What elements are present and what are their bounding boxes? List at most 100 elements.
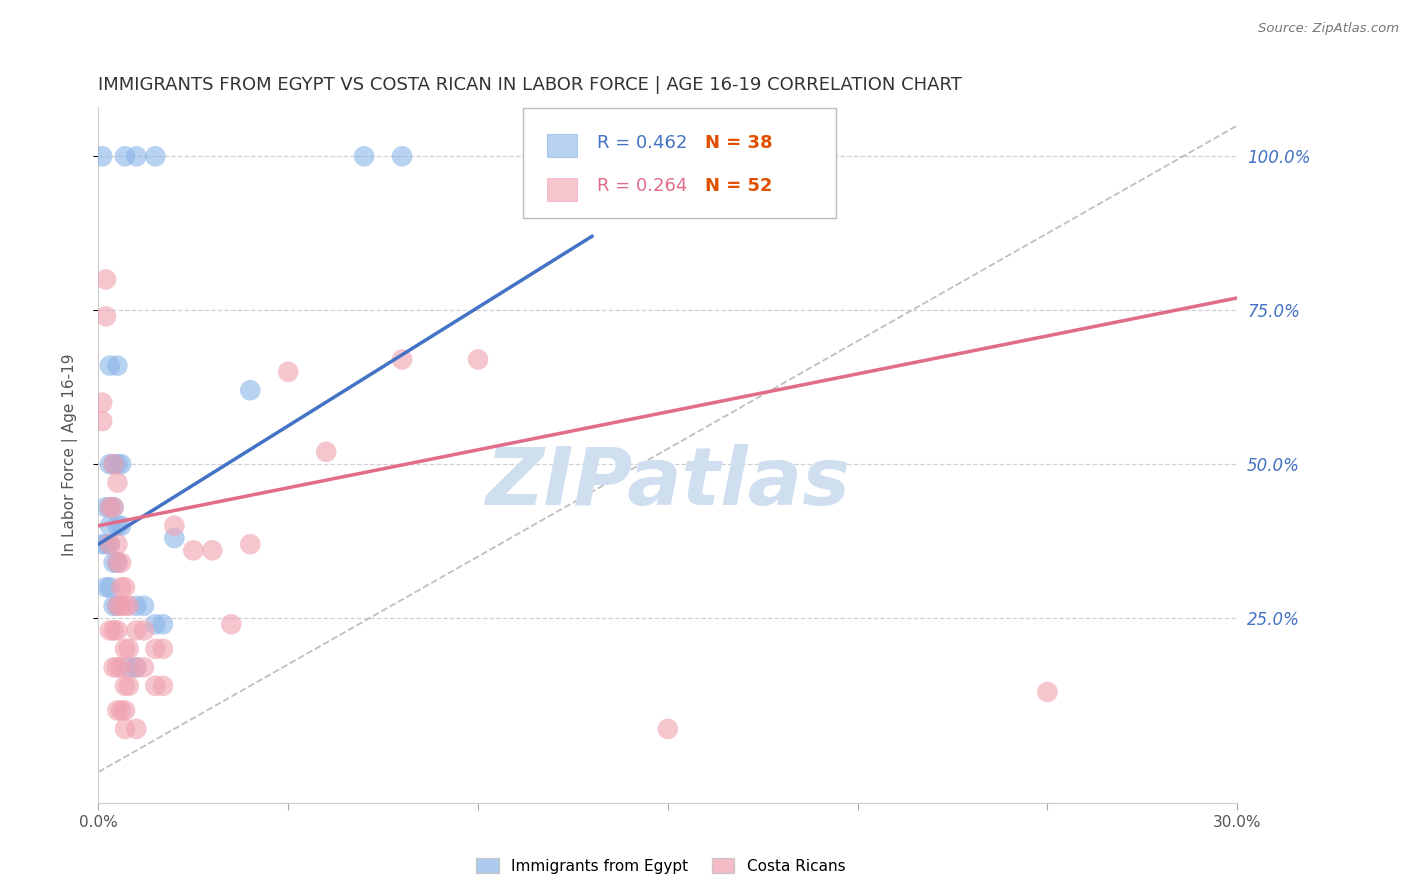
Point <box>98 537 121 551</box>
Point <box>103 500 125 515</box>
Text: R = 0.264: R = 0.264 <box>598 177 688 195</box>
Point <box>145 641 167 656</box>
Point <box>91 395 114 409</box>
Point <box>98 500 121 515</box>
Point <box>125 660 148 674</box>
Legend: Immigrants from Egypt, Costa Ricans: Immigrants from Egypt, Costa Ricans <box>470 852 852 880</box>
Point <box>315 445 337 459</box>
Point <box>98 359 121 373</box>
Point <box>94 500 117 515</box>
Point <box>353 149 375 163</box>
Point <box>103 457 125 471</box>
Point <box>107 624 129 638</box>
Point <box>183 543 205 558</box>
Point <box>107 660 129 674</box>
Point <box>163 518 186 533</box>
Point <box>103 660 125 674</box>
Point <box>107 457 129 471</box>
Point <box>132 660 155 674</box>
Point <box>98 518 121 533</box>
Point <box>103 500 125 515</box>
Text: ZIPatlas: ZIPatlas <box>485 443 851 522</box>
Point <box>118 679 141 693</box>
Point <box>125 149 148 163</box>
Point <box>132 624 155 638</box>
Point <box>98 500 121 515</box>
Text: Source: ZipAtlas.com: Source: ZipAtlas.com <box>1258 22 1399 36</box>
Point <box>98 537 121 551</box>
FancyBboxPatch shape <box>523 109 837 219</box>
Point <box>110 556 132 570</box>
Text: R = 0.462: R = 0.462 <box>598 134 688 152</box>
Point <box>114 679 136 693</box>
FancyBboxPatch shape <box>547 134 576 157</box>
Point <box>125 660 148 674</box>
Point <box>114 149 136 163</box>
Point <box>145 149 167 163</box>
Point <box>110 660 132 674</box>
Point <box>118 641 141 656</box>
Point <box>110 703 132 717</box>
Point <box>163 531 186 545</box>
Point <box>152 679 174 693</box>
Point <box>391 149 413 163</box>
Point <box>145 617 167 632</box>
Point <box>152 617 174 632</box>
Point <box>110 599 132 613</box>
Point <box>110 580 132 594</box>
Point <box>145 679 167 693</box>
Point <box>107 537 129 551</box>
Point <box>239 384 262 398</box>
Point <box>118 660 141 674</box>
Point <box>114 722 136 736</box>
Point <box>277 365 299 379</box>
Point <box>103 624 125 638</box>
Point <box>110 457 132 471</box>
FancyBboxPatch shape <box>547 178 576 201</box>
Point <box>91 537 114 551</box>
Y-axis label: In Labor Force | Age 16-19: In Labor Force | Age 16-19 <box>62 353 77 557</box>
Point <box>98 580 121 594</box>
Point <box>103 556 125 570</box>
Point <box>467 352 489 367</box>
Point <box>94 537 117 551</box>
Point <box>695 149 717 163</box>
Point <box>657 722 679 736</box>
Point <box>107 359 129 373</box>
Point <box>391 352 413 367</box>
Point <box>118 599 141 613</box>
Point <box>91 149 114 163</box>
Point <box>103 457 125 471</box>
Point <box>107 599 129 613</box>
Point <box>91 414 114 428</box>
Point <box>201 543 224 558</box>
Text: IMMIGRANTS FROM EGYPT VS COSTA RICAN IN LABOR FORCE | AGE 16-19 CORRELATION CHAR: IMMIGRANTS FROM EGYPT VS COSTA RICAN IN … <box>98 77 962 95</box>
Point <box>107 599 129 613</box>
Point <box>221 617 243 632</box>
Point <box>114 599 136 613</box>
Point <box>94 580 117 594</box>
Point <box>94 310 117 324</box>
Point <box>132 599 155 613</box>
Point <box>107 475 129 490</box>
Point <box>107 556 129 570</box>
Point <box>107 518 129 533</box>
Point <box>125 599 148 613</box>
Point <box>239 537 262 551</box>
Point <box>110 518 132 533</box>
Point <box>152 641 174 656</box>
Point <box>94 272 117 286</box>
Point <box>114 580 136 594</box>
Point <box>114 641 136 656</box>
Point <box>98 457 121 471</box>
Text: N = 52: N = 52 <box>706 177 773 195</box>
Point <box>125 624 148 638</box>
Point <box>125 722 148 736</box>
Point <box>114 703 136 717</box>
Point <box>107 556 129 570</box>
Text: N = 38: N = 38 <box>706 134 773 152</box>
Point <box>103 599 125 613</box>
Point <box>657 149 679 163</box>
Point <box>107 703 129 717</box>
Point <box>98 624 121 638</box>
